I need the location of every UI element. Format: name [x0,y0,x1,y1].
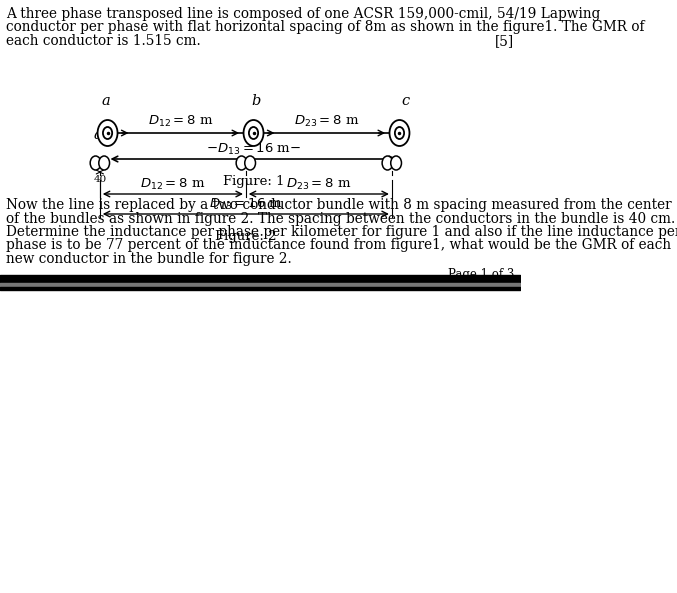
Text: phase is to be 77 percent of the inductance found from figure1, what would be th: phase is to be 77 percent of the inducta… [6,238,672,253]
Circle shape [249,127,258,139]
Text: $D_{23} = 8$ m: $D_{23} = 8$ m [294,114,359,129]
Circle shape [236,156,247,170]
Text: $D_{13} = 16$ m: $D_{13} = 16$ m [209,197,283,212]
Text: Figure: 1: Figure: 1 [223,175,284,188]
Text: Page 1 of 3: Page 1 of 3 [447,268,514,281]
Text: A three phase transposed line is composed of one ACSR 159,000-cmil, 54/19 Lapwin: A three phase transposed line is compose… [6,7,600,21]
Text: each conductor is 1.515 cm.: each conductor is 1.515 cm. [6,34,201,48]
Text: 40: 40 [93,175,106,184]
Text: b: b [251,94,261,108]
Circle shape [244,120,263,146]
Text: of the bundles as shown in figure 2. The spacing between the conductors in the b: of the bundles as shown in figure 2. The… [6,212,676,225]
Text: c: c [393,128,401,142]
Circle shape [389,120,410,146]
Circle shape [90,156,101,170]
Text: b: b [244,128,253,142]
Text: a: a [102,94,110,108]
Text: c: c [401,94,410,108]
Text: $D_{12} = 8$ m: $D_{12} = 8$ m [140,177,206,192]
Circle shape [245,156,255,170]
Circle shape [97,120,118,146]
Text: conductor per phase with flat horizontal spacing of 8m as shown in the figure1. : conductor per phase with flat horizontal… [6,21,645,34]
Text: new conductor in the bundle for figure 2.: new conductor in the bundle for figure 2… [6,252,292,266]
Text: $D_{23} = 8$ m: $D_{23} = 8$ m [286,177,351,192]
Text: a: a [93,128,102,142]
Circle shape [395,127,404,139]
Text: $D_{12} = 8$ m: $D_{12} = 8$ m [148,114,213,129]
Circle shape [103,127,112,139]
Text: Now the line is replaced by a two-conductor bundle with 8 m spacing measured fro: Now the line is replaced by a two-conduc… [6,198,672,212]
Circle shape [382,156,393,170]
Text: [5]: [5] [495,34,514,48]
Circle shape [391,156,401,170]
Text: Figure: 2: Figure: 2 [215,230,277,243]
Text: Determine the inductance per phase per kilometer for figure 1 and also if the li: Determine the inductance per phase per k… [6,225,677,239]
Circle shape [99,156,110,170]
Text: $-D_{13} = 16$ m$-$: $-D_{13} = 16$ m$-$ [206,142,301,157]
